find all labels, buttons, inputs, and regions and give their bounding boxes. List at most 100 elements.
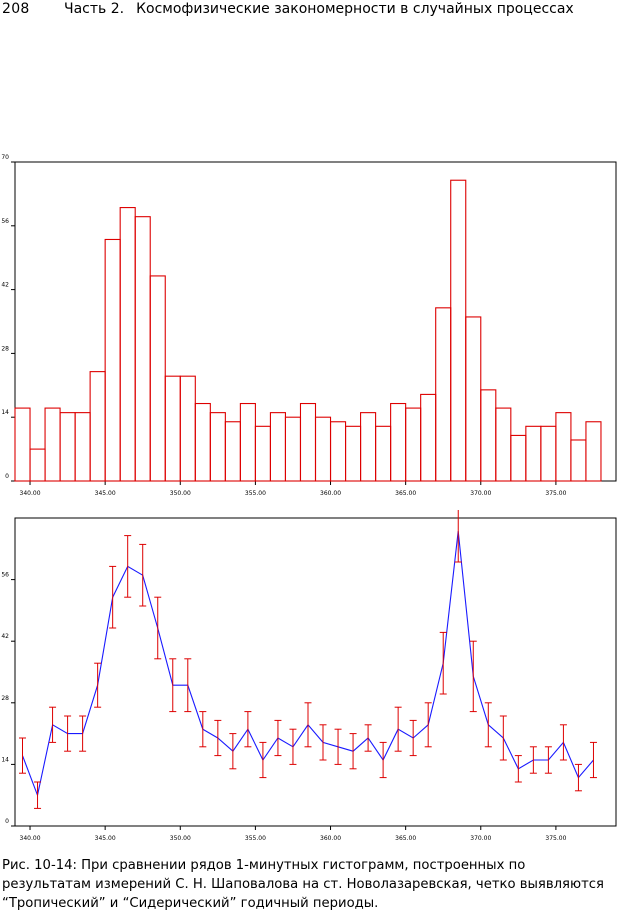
histogram-bar — [585, 421, 602, 482]
running-title: Часть 2. Космофизические закономерности в… — [64, 1, 574, 17]
hist-xtick-label: 360.00 — [320, 490, 341, 497]
histogram-chart: 0 14 28 42 56 70 340.00 345.00 350.00 355.00 360.0… — [1, 154, 617, 497]
error-bar — [289, 728, 297, 765]
error-bar — [244, 711, 252, 748]
histogram-bar — [375, 425, 392, 482]
error-bar — [259, 741, 267, 779]
histogram-bar — [44, 407, 61, 482]
histogram-bar — [329, 421, 347, 482]
histogram-bar — [269, 412, 286, 482]
histogram-bar — [420, 393, 437, 482]
histogram-bar — [194, 402, 211, 482]
error-bar — [304, 702, 312, 748]
histogram-bar — [59, 412, 76, 482]
histogram-bar — [495, 407, 512, 482]
histogram-bar — [134, 216, 151, 482]
hist-xtick-label: 375.00 — [545, 490, 566, 497]
error-bar — [484, 702, 492, 748]
hist-ytick-label: 56 — [1, 218, 9, 225]
error-bar — [334, 728, 342, 765]
running-header: 208 Часть 2. Космофизические закономернос… — [0, 0, 619, 24]
histogram-bar — [405, 407, 422, 482]
error-bar — [574, 763, 582, 792]
line-ytick-label: 0 — [5, 818, 9, 825]
hist-ytick-label: 14 — [1, 409, 9, 416]
line-xtick-label: 355.00 — [245, 835, 266, 840]
error-bars — [19, 510, 597, 809]
histogram-bar — [29, 448, 46, 482]
histogram-bar — [119, 207, 136, 482]
line-xtick-label: 350.00 — [170, 835, 191, 840]
histogram-bar — [14, 407, 31, 482]
histogram-bar — [254, 425, 271, 482]
histogram-bar — [555, 412, 572, 482]
error-bar — [364, 724, 372, 752]
error-bar — [379, 741, 387, 779]
hist-xtick-label: 370.00 — [470, 490, 491, 497]
line-ytick-label: 56 — [1, 572, 9, 579]
error-bar — [529, 746, 537, 774]
error-bar — [514, 755, 522, 783]
histogram-bar — [510, 434, 527, 482]
line-xtick-label: 365.00 — [395, 835, 416, 840]
error-bar — [469, 640, 477, 713]
histogram-bars — [14, 179, 602, 482]
line-xtick-label: 360.00 — [320, 835, 341, 840]
histogram-bar — [104, 238, 121, 482]
line-plot-frame — [14, 517, 617, 827]
line-xtick-label: 375.00 — [545, 835, 566, 840]
error-bar — [49, 706, 57, 743]
hist-xtick-label: 355.00 — [245, 490, 266, 497]
error-bar — [424, 702, 432, 748]
line-ytick-label: 42 — [1, 633, 9, 640]
error-bar — [64, 715, 72, 752]
error-bar — [349, 733, 357, 770]
hist-xtick-label: 345.00 — [95, 490, 116, 497]
error-bar — [124, 535, 132, 598]
line-xtick-label: 345.00 — [95, 835, 116, 840]
error-bar — [19, 737, 27, 774]
error-bar — [154, 596, 162, 660]
error-bar — [199, 711, 207, 748]
histogram-bar — [299, 402, 317, 482]
error-bar — [499, 715, 507, 761]
histogram-bar — [344, 425, 362, 482]
part-title: Космофизические закономерности в случайн… — [136, 1, 574, 17]
histogram-bar — [435, 307, 452, 482]
error-bar — [214, 719, 222, 757]
hist-ytick-label: 0 — [5, 473, 9, 480]
error-bar — [139, 543, 147, 607]
line-xtick-label: 370.00 — [470, 835, 491, 840]
error-bar — [454, 510, 462, 563]
histogram-bar — [74, 412, 91, 482]
errorbar-line-chart: 0 14 28 42 56 340.00 345.00 350.00 355.00 360.00 3… — [1, 510, 617, 840]
histogram-bar — [525, 425, 542, 482]
part-label: Часть 2. — [64, 1, 125, 17]
error-bar — [274, 719, 282, 757]
histogram-bar — [224, 421, 241, 482]
histogram-bar — [465, 316, 482, 482]
error-bar — [109, 565, 117, 629]
error-bar — [589, 741, 597, 779]
histogram-bar — [450, 179, 467, 482]
line-ytick-label: 14 — [1, 756, 9, 763]
histogram-bar — [540, 425, 557, 482]
histogram-bar — [164, 375, 181, 482]
histogram-bar — [480, 389, 497, 482]
histogram-bar — [390, 402, 407, 482]
series-line — [21, 531, 594, 798]
error-bar — [229, 733, 237, 770]
histogram-bar — [239, 402, 256, 482]
hist-ytick-label: 42 — [1, 282, 9, 289]
histogram-bar — [570, 439, 587, 482]
histogram-bar — [314, 416, 332, 482]
error-bar — [169, 658, 177, 713]
error-bar — [439, 631, 447, 695]
page-number: 208 — [2, 1, 30, 17]
hist-xtick-label: 350.00 — [170, 490, 191, 497]
hist-ytick-label: 28 — [1, 345, 9, 352]
error-bar — [94, 662, 102, 708]
hist-xtick-label: 340.00 — [20, 490, 41, 497]
error-bar — [394, 706, 402, 752]
histogram-bar — [360, 412, 377, 482]
